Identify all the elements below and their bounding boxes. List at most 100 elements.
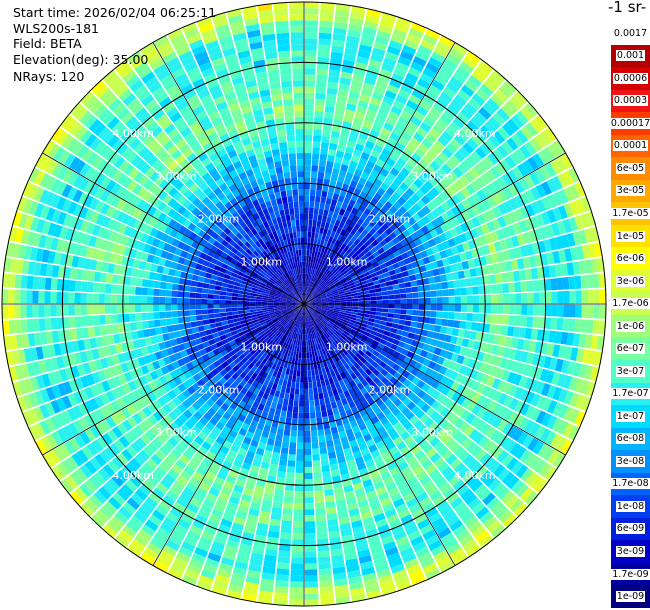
ray-bin	[484, 314, 491, 324]
ray-bin	[35, 439, 48, 455]
ray-bin	[305, 292, 308, 299]
ray-bin	[479, 125, 493, 138]
ray-bin	[406, 298, 413, 304]
ray-bin	[250, 372, 258, 380]
ray-bin	[414, 328, 423, 335]
ray-bin	[203, 277, 211, 284]
ray-bin	[447, 360, 457, 370]
ray-bin	[321, 234, 327, 241]
ray-bin	[304, 128, 313, 136]
ray-bin	[416, 322, 424, 329]
ray-bin	[304, 484, 314, 492]
ray-bin	[405, 411, 415, 421]
ray-bin	[412, 541, 427, 552]
ray-bin	[197, 431, 208, 441]
ray-bin	[522, 159, 534, 174]
ray-bin	[243, 301, 250, 304]
ray-bin	[253, 333, 260, 340]
ray-bin	[321, 320, 327, 326]
ray-bin	[434, 522, 449, 534]
ray-bin	[172, 324, 180, 332]
ray-bin	[44, 191, 56, 206]
ray-bin	[314, 496, 325, 504]
ray-bin	[234, 560, 248, 570]
ray-bin	[424, 291, 431, 298]
ray-bin	[199, 330, 207, 338]
ray-bin	[514, 246, 523, 259]
ray-bin	[250, 339, 257, 346]
ray-bin	[138, 338, 147, 348]
ray-bin	[494, 324, 503, 335]
ray-bin	[208, 487, 220, 497]
ray-bin	[279, 416, 286, 424]
ray-bin	[491, 218, 502, 230]
ray-bin	[334, 302, 341, 304]
ray-bin	[395, 254, 404, 262]
ray-bin	[189, 261, 197, 269]
ray-bin	[282, 335, 288, 342]
ray-bin	[574, 198, 586, 214]
ray-bin	[555, 358, 564, 373]
ray-bin	[350, 207, 359, 215]
ray-bin	[282, 291, 289, 296]
ray-bin	[78, 206, 89, 219]
ray-bin	[512, 270, 521, 282]
ray-bin	[411, 315, 419, 322]
ray-bin	[418, 310, 425, 317]
ray-bin	[85, 246, 94, 259]
ray-bin	[403, 450, 414, 461]
ray-bin	[405, 337, 414, 345]
ray-bin	[279, 353, 285, 361]
ray-bin	[338, 379, 345, 387]
ray-bin	[304, 243, 307, 250]
ray-bin	[389, 167, 400, 177]
ray-bin	[294, 326, 298, 334]
ray-bin	[195, 487, 208, 498]
ray-bin	[369, 258, 378, 265]
ray-bin	[321, 297, 328, 301]
ray-bin	[20, 304, 27, 319]
ray-bin	[41, 249, 50, 263]
ray-bin	[587, 304, 594, 319]
ray-bin	[250, 348, 257, 356]
ray-bin	[317, 538, 329, 546]
ray-bin	[143, 418, 154, 429]
ray-bin	[304, 171, 311, 178]
ray-bin	[313, 325, 318, 332]
ray-bin	[201, 393, 210, 402]
ray-bin	[215, 260, 224, 267]
ray-bin	[176, 475, 189, 487]
ray-bin	[370, 304, 377, 308]
ray-bin	[144, 429, 156, 441]
ray-bin	[157, 358, 166, 368]
ray-bin	[56, 181, 67, 196]
ray-bin	[270, 316, 278, 321]
ray-bin	[515, 110, 529, 125]
ray-bin	[381, 62, 395, 73]
ray-bin	[32, 290, 39, 304]
ray-bin	[203, 563, 218, 574]
ray-bin	[281, 520, 292, 528]
ray-bin	[341, 202, 348, 211]
ray-bin	[140, 233, 150, 243]
ray-bin	[432, 171, 443, 183]
ray-bin	[338, 291, 345, 295]
ray-bin	[14, 289, 21, 304]
ray-bin	[133, 471, 146, 484]
ray-bin	[445, 470, 458, 482]
ray-bin	[416, 209, 426, 219]
ray-bin	[253, 282, 260, 287]
ray-bin	[292, 533, 304, 540]
ray-bin	[53, 370, 63, 384]
ray-bin	[425, 247, 434, 257]
ray-bin	[403, 177, 413, 187]
ray-bin	[313, 318, 319, 325]
ray-bin	[313, 310, 320, 315]
ray-bin	[231, 572, 246, 582]
ray-bin	[199, 270, 207, 278]
ray-bin	[334, 261, 341, 268]
ray-bin	[385, 321, 393, 328]
ray-bin	[97, 226, 107, 239]
ray-bin	[72, 419, 84, 434]
ray-bin	[74, 467, 88, 482]
